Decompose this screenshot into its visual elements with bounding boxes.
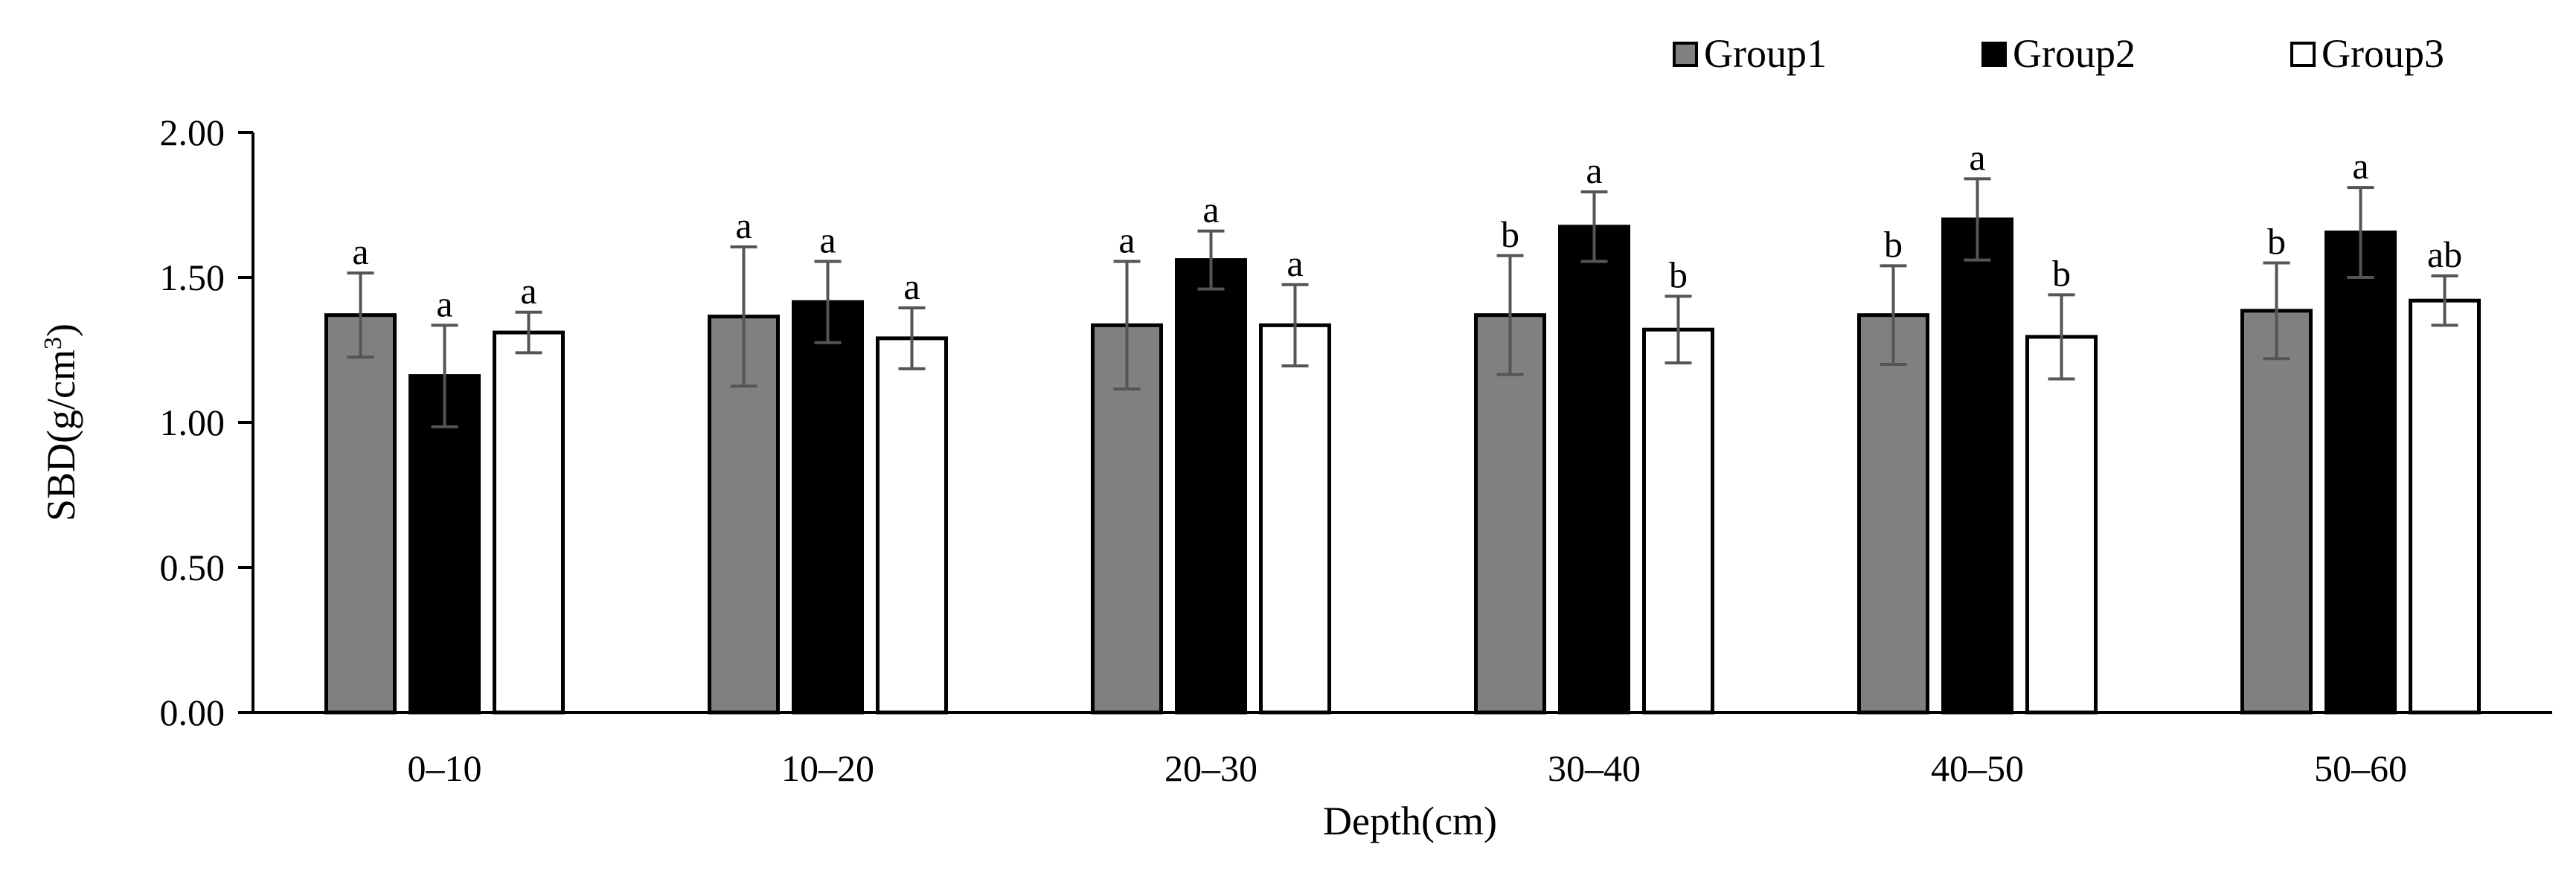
legend-label: Group2	[2013, 31, 2136, 76]
error-bar	[2431, 274, 2458, 327]
error-bar	[1496, 254, 1524, 376]
significance-label: a	[1202, 189, 1219, 231]
error-bar	[2048, 293, 2075, 381]
x-axis-tick-labels: 0–10 10–20 20–30 30–40 40–50 50–60	[408, 747, 2408, 789]
x-tick-label: 0–10	[408, 747, 482, 789]
legend-label: Group1	[1704, 31, 1827, 76]
significance-label: a	[1118, 219, 1135, 261]
error-bar	[2263, 261, 2290, 361]
x-tick-label: 10–20	[781, 747, 874, 789]
significance-label: a	[1287, 242, 1303, 284]
significance-label: b	[2267, 221, 2286, 263]
bar-group2-1	[792, 300, 864, 715]
legend-label: Group3	[2322, 31, 2444, 76]
bar-group2-0	[408, 374, 481, 715]
y-axis-title-main: SBD(g/cm	[39, 350, 83, 521]
legend-item-group3: Group3	[2290, 31, 2444, 76]
significance-label: a	[520, 270, 536, 312]
bar-group1-4	[1857, 313, 1929, 715]
significance-label: a	[1586, 149, 1602, 191]
error-bar	[2347, 186, 2374, 279]
y-tick-label: 0.00	[160, 692, 225, 733]
significance-label: b	[1884, 223, 1903, 265]
error-bar	[1197, 229, 1225, 291]
legend-item-group1: Group1	[1673, 31, 1827, 76]
significance-label: b	[1501, 213, 1519, 255]
error-bar	[1580, 190, 1608, 263]
significance-label: a	[352, 231, 368, 272]
legend-item-group2: Group2	[1981, 31, 2136, 76]
y-tick-label: 2.00	[160, 112, 225, 153]
y-axis-ticks: 0.00 0.50 1.00 1.50 2.00	[160, 112, 253, 733]
x-axis-title: Depth(cm)	[1323, 799, 1497, 843]
bar-group2-2	[1175, 258, 1247, 715]
bar-group3-0	[493, 330, 565, 715]
x-tick-label: 30–40	[1548, 747, 1641, 789]
bar-group3-1	[876, 336, 948, 715]
axes	[251, 132, 2552, 714]
bar-group2-4	[1941, 217, 2013, 715]
error-bar	[347, 271, 374, 359]
bar-group2-3	[1558, 225, 1630, 715]
bar-group1-0	[324, 313, 397, 715]
error-bar	[1964, 177, 1991, 262]
legend-swatch	[1981, 42, 2007, 67]
error-bar	[1880, 264, 1907, 366]
significance-label: b	[1669, 254, 1688, 295]
y-tick-label: 1.50	[160, 257, 225, 298]
y-axis-title: SBD(g/cm3)	[39, 323, 83, 521]
x-tick-label: 20–30	[1164, 747, 1257, 789]
bar-group3-5	[2409, 298, 2481, 715]
significance-label: a	[819, 219, 836, 261]
bar-group3-2	[1259, 323, 1331, 715]
error-bar	[1665, 294, 1692, 365]
significance-label: a	[735, 205, 752, 246]
significance-label: b	[2052, 252, 2071, 294]
y-axis-title-close: )	[39, 323, 83, 337]
significance-label: a	[436, 283, 452, 324]
significance-label: a	[903, 265, 920, 307]
error-bar	[515, 310, 542, 355]
bar-group2-5	[2325, 231, 2397, 715]
error-bar	[431, 323, 458, 428]
error-bar	[1113, 260, 1141, 391]
bar-group1-5	[2240, 309, 2313, 715]
y-axis-title-superscript: 3	[39, 337, 67, 350]
bar-group3-4	[2025, 335, 2098, 715]
legend-swatch	[2290, 42, 2316, 67]
x-tick-label: 40–50	[1931, 747, 2024, 789]
error-bar	[814, 260, 842, 344]
significance-label: a	[2352, 145, 2368, 187]
significance-label: ab	[2427, 234, 2462, 275]
y-tick-label: 1.00	[160, 402, 225, 443]
error-bar	[898, 306, 926, 370]
bar-group1-3	[1474, 313, 1546, 715]
bar-group3-3	[1642, 327, 1714, 715]
error-bar	[730, 245, 757, 388]
significance-label: a	[1969, 136, 1985, 178]
x-tick-label: 50–60	[2314, 747, 2407, 789]
legend-swatch	[1673, 42, 1698, 67]
legend: Group1 Group2 Group3	[1673, 31, 2444, 76]
y-tick-label: 0.50	[160, 547, 225, 588]
error-bar	[1281, 283, 1309, 367]
